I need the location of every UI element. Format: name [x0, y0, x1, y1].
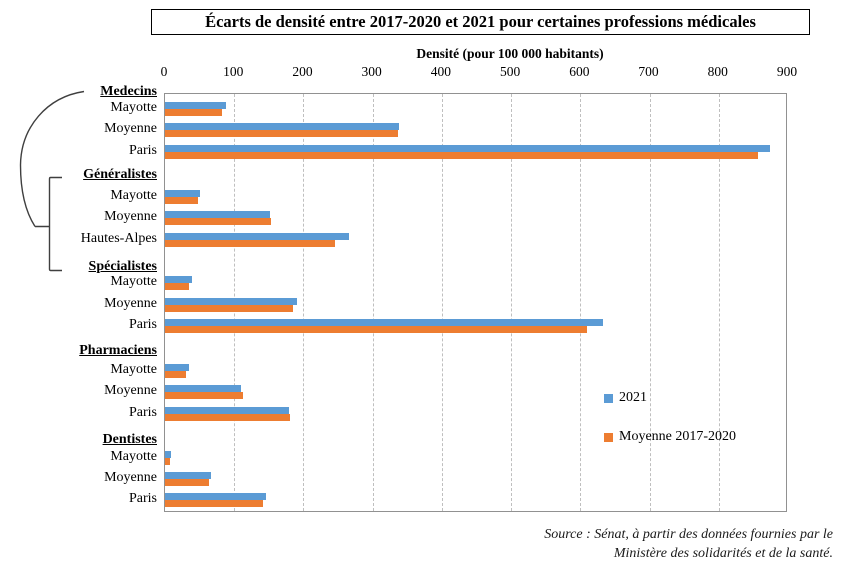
bar-moyenne-2017-2020: [165, 130, 398, 137]
bar-2021: [165, 297, 297, 305]
generalistes-specialistes-bracket: [35, 176, 62, 272]
group-header-4: Pharmaciens: [79, 343, 157, 358]
bar-moyenne-2017-2020: [165, 371, 186, 378]
x-tick-100: 100: [223, 64, 244, 79]
gridline-600: [580, 94, 582, 511]
bar-moyenne-2017-2020: [165, 151, 758, 159]
x-tick-200: 200: [292, 64, 313, 79]
gridline-300: [372, 94, 374, 511]
bar-2021: [165, 123, 399, 130]
row-label: Hautes-Alpes: [80, 230, 157, 246]
bar-moyenne-2017-2020: [165, 197, 199, 204]
row-label: Paris: [129, 491, 157, 506]
legend-swatch-icon: [604, 393, 613, 403]
bar-2021: [165, 319, 604, 326]
legend-swatch-icon: [604, 432, 613, 442]
bar-moyenne-2017-2020: [165, 239, 336, 247]
row-label: Moyenne: [104, 295, 157, 311]
bar-moyenne-2017-2020: [165, 500, 264, 507]
chart-title-box: Écarts de densité entre 2017-2020 et 202…: [151, 9, 810, 35]
x-tick-500: 500: [499, 64, 521, 79]
group-header-2: Généralistes: [83, 166, 157, 182]
row-label: Mayotte: [110, 274, 157, 289]
row-label: Mayotte: [110, 188, 157, 203]
bar-2021: [165, 471, 211, 479]
bar-moyenne-2017-2020: [165, 326, 588, 333]
bar-2021: [165, 211, 270, 218]
source-line-2: Ministère des solidarités et de la santé…: [613, 546, 833, 561]
bar-2021: [165, 451, 172, 458]
bar-moyenne-2017-2020: [165, 304, 294, 312]
source-line-1: Source : Sénat, à partir des données fou…: [544, 527, 833, 542]
row-label: Moyenne: [104, 209, 157, 224]
bar-moyenne-2017-2020: [165, 413, 291, 421]
row-label: Paris: [129, 142, 157, 158]
gridline-400: [441, 94, 443, 511]
x-tick-800: 800: [707, 64, 728, 79]
bar-2021: [165, 385, 242, 392]
row-label: Moyenne: [104, 121, 157, 136]
bar-moyenne-2017-2020: [165, 478, 210, 486]
row-label: Moyenne: [104, 469, 157, 485]
x-tick-0: 0: [160, 64, 168, 79]
bar-moyenne-2017-2020: [165, 283, 190, 290]
gridline-500: [511, 94, 513, 511]
bar-2021: [165, 493, 267, 500]
bar-moyenne-2017-2020: [165, 109, 222, 116]
legend-label: Moyenne 2017-2020: [619, 429, 737, 444]
bar-moyenne-2017-2020: [165, 392, 243, 399]
x-tick-400: 400: [430, 64, 451, 79]
bar-2021: [165, 276, 192, 283]
row-label: Mayotte: [110, 449, 157, 464]
bar-2021: [165, 190, 200, 197]
plot-area: [164, 93, 787, 512]
x-tick-300: 300: [361, 64, 382, 79]
legend-label: 2021: [619, 390, 647, 405]
medecins-curve-connector: [19, 90, 85, 227]
source-note: Source : Sénat, à partir des données fou…: [544, 525, 833, 563]
bar-2021: [165, 102, 226, 109]
bar-2021: [165, 144, 770, 152]
row-label: Mayotte: [110, 100, 157, 115]
gridline-800: [718, 94, 720, 511]
x-tick-900: 900: [776, 64, 798, 79]
group-header-5: Dentistes: [102, 431, 157, 447]
legend-item: Moyenne 2017-2020: [604, 429, 736, 445]
x-tick-700: 700: [638, 64, 659, 79]
bar-2021: [165, 232, 350, 240]
bar-moyenne-2017-2020: [165, 458, 170, 465]
bar-moyenne-2017-2020: [165, 218, 271, 225]
bar-2021: [165, 364, 189, 371]
legend: 2021 Moyenne 2017-2020: [604, 390, 736, 468]
bar-2021: [165, 406, 289, 414]
gridline-200: [303, 94, 305, 511]
x-tick-600: 600: [569, 64, 590, 79]
row-label: Paris: [129, 317, 157, 332]
group-header-3: Spécialistes: [88, 259, 157, 274]
x-axis-title: Densité (pour 100 000 habitants): [416, 46, 604, 61]
row-label: Paris: [129, 404, 157, 420]
chart-title: Écarts de densité entre 2017-2020 et 202…: [205, 12, 756, 31]
row-label: Moyenne: [104, 383, 157, 398]
legend-item: 2021: [604, 390, 736, 406]
row-label: Mayotte: [110, 362, 157, 377]
group-header-1: Medecins: [100, 84, 157, 99]
gridline-700: [649, 94, 651, 511]
